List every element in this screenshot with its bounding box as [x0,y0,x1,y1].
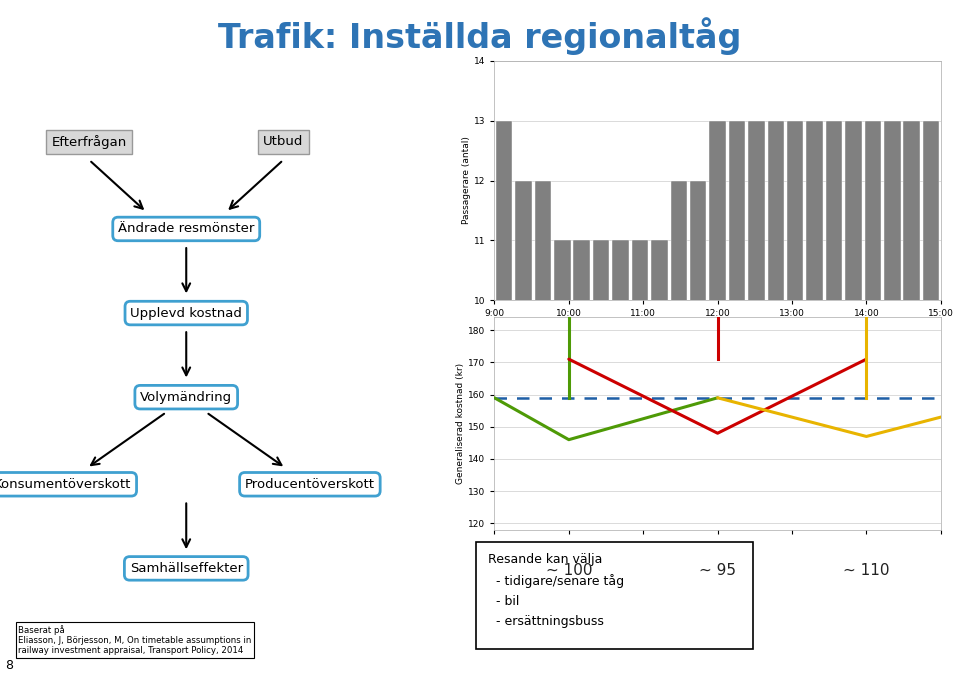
Bar [573,240,590,675]
Bar [884,121,900,675]
Bar [690,181,707,675]
Bar [496,121,513,675]
Text: Producentöverskott: Producentöverskott [245,478,375,491]
Bar [554,240,570,675]
Bar [826,121,842,675]
Bar [903,121,920,675]
Bar [787,121,804,675]
Text: ~ 110: ~ 110 [843,563,890,578]
Text: Resande kan välja
  - tidigare/senare tåg
  - bil
  - ersättningsbuss: Resande kan välja - tidigare/senare tåg … [488,554,624,628]
Text: Upplevd kostnad: Upplevd kostnad [131,306,242,319]
Text: Konsumentöverskott: Konsumentöverskott [0,478,132,491]
Bar [923,121,939,675]
Bar [632,240,648,675]
Text: Utbud: Utbud [263,136,303,148]
Bar [865,121,881,675]
Bar [729,121,745,675]
Bar [748,121,765,675]
Text: ~ 95: ~ 95 [699,563,736,578]
Text: Volymändring: Volymändring [140,391,232,404]
Bar [593,240,610,675]
Text: Ändrade resmönster: Ändrade resmönster [118,223,254,236]
Y-axis label: Passagerare (antal): Passagerare (antal) [462,136,471,225]
Y-axis label: Generaliserad kostnad (kr): Generaliserad kostnad (kr) [456,363,466,484]
Text: Efterfrågan: Efterfrågan [52,135,127,148]
Bar [612,240,629,675]
Bar [651,240,667,675]
Bar [670,181,687,675]
Text: Baserat på
Eliasson, J, Börjesson, M, On timetable assumptions in
railway invest: Baserat på Eliasson, J, Börjesson, M, On… [18,625,252,655]
Text: Trafik: Inställda regionaltåg: Trafik: Inställda regionaltåg [218,17,742,55]
Bar [806,121,823,675]
Text: 8: 8 [5,659,12,672]
Bar [768,121,784,675]
Bar [709,121,726,675]
Bar [845,121,862,675]
FancyBboxPatch shape [476,542,753,649]
Text: Samhällseffekter: Samhällseffekter [130,562,243,575]
Bar [516,181,532,675]
Bar [535,181,551,675]
Text: ~ 100: ~ 100 [545,563,592,578]
